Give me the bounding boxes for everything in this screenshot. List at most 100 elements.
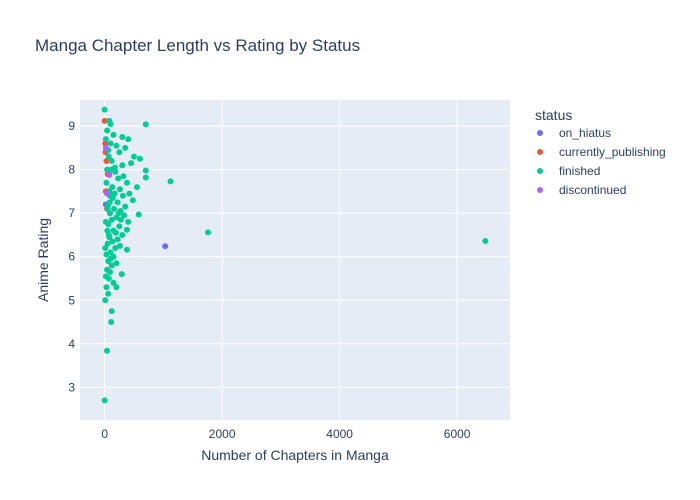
y-tick-label: 7 xyxy=(68,206,75,220)
data-point-finished xyxy=(102,136,109,143)
data-point-currently-publishing xyxy=(101,117,108,124)
data-point-discontinued xyxy=(102,144,109,151)
data-point-finished xyxy=(106,199,113,206)
data-point-finished xyxy=(112,245,119,252)
data-point-finished xyxy=(122,144,129,151)
data-point-finished xyxy=(111,190,118,197)
data-point-finished xyxy=(108,216,115,223)
data-point-finished xyxy=(123,226,130,233)
legend-item-currently-publishing[interactable]: currently_publishing xyxy=(537,145,666,159)
data-points xyxy=(101,106,489,404)
data-point-finished xyxy=(107,255,114,262)
data-point-finished xyxy=(103,251,110,258)
x-axis-title: Number of Chapters in Manga xyxy=(201,447,389,463)
legend-marker xyxy=(537,168,543,174)
y-tick-label: 5 xyxy=(68,293,75,307)
x-tick-label: 0 xyxy=(101,427,108,441)
data-point-finished xyxy=(142,174,149,181)
data-point-finished xyxy=(119,192,126,199)
data-point-finished xyxy=(123,246,130,253)
data-point-finished xyxy=(105,290,112,297)
data-point-finished xyxy=(116,149,123,156)
data-point-finished xyxy=(111,164,118,171)
chart-title: Manga Chapter Length vs Rating by Status xyxy=(35,36,360,55)
data-point-finished xyxy=(108,157,115,164)
y-tick-label: 9 xyxy=(68,119,75,133)
legend-item-discontinued[interactable]: discontinued xyxy=(537,183,626,197)
data-point-finished xyxy=(118,271,125,278)
data-point-finished xyxy=(108,262,115,269)
data-point-finished xyxy=(102,218,109,225)
data-point-finished xyxy=(103,179,110,186)
data-point-finished xyxy=(125,218,132,225)
data-point-finished xyxy=(107,120,114,127)
y-axis-title: Anime Rating xyxy=(35,218,51,302)
legend-title: status xyxy=(535,107,572,123)
data-point-finished xyxy=(123,179,130,186)
data-point-finished xyxy=(104,127,111,134)
y-tick-label: 4 xyxy=(68,337,75,351)
data-point-finished xyxy=(119,231,126,238)
legend-item-on-hiatus[interactable]: on_hiatus xyxy=(537,126,611,140)
legend-items: on_hiatus currently_publishing finished dis… xyxy=(537,126,666,197)
data-point-on-hiatus xyxy=(162,243,169,250)
x-tick-label: 6000 xyxy=(444,427,471,441)
legend-label: discontinued xyxy=(559,183,626,197)
data-point-discontinued xyxy=(104,190,111,197)
data-point-finished xyxy=(112,229,119,236)
data-point-finished xyxy=(102,245,109,252)
data-point-finished xyxy=(125,136,132,143)
data-point-finished xyxy=(121,212,128,219)
data-point-finished xyxy=(131,153,138,160)
data-point-finished xyxy=(113,284,120,291)
data-point-finished xyxy=(113,260,120,267)
data-point-finished xyxy=(104,205,111,212)
data-point-finished xyxy=(110,131,117,138)
data-point-finished xyxy=(114,199,121,206)
data-point-finished xyxy=(142,121,149,128)
data-point-finished xyxy=(108,319,115,326)
data-point-finished xyxy=(116,242,123,249)
data-point-finished xyxy=(122,203,129,210)
data-point-finished xyxy=(116,223,123,230)
data-point-finished xyxy=(104,347,111,354)
data-point-finished xyxy=(136,155,143,162)
data-point-finished xyxy=(126,190,133,197)
data-point-finished xyxy=(205,229,212,236)
legend-marker xyxy=(537,187,543,193)
legend-item-finished[interactable]: finished xyxy=(537,164,600,178)
legend-label: currently_publishing xyxy=(559,145,666,159)
plot-area xyxy=(80,100,510,420)
data-point-finished xyxy=(104,227,111,234)
data-point-finished xyxy=(117,216,124,223)
data-point-finished xyxy=(120,173,127,180)
data-point-finished xyxy=(129,197,136,204)
data-point-finished xyxy=(110,279,117,286)
data-point-finished xyxy=(482,238,489,245)
data-point-finished xyxy=(167,178,174,185)
data-point-finished xyxy=(105,153,112,160)
data-point-finished xyxy=(109,184,116,191)
y-tick-label: 8 xyxy=(68,163,75,177)
data-point-finished xyxy=(101,397,108,404)
y-tick-label: 6 xyxy=(68,250,75,264)
data-point-finished xyxy=(116,186,123,193)
data-point-finished xyxy=(115,210,122,217)
data-point-finished xyxy=(142,167,149,174)
data-point-finished xyxy=(119,162,126,169)
legend-label: on_hiatus xyxy=(559,126,611,140)
data-point-finished xyxy=(115,175,122,182)
data-point-finished xyxy=(107,140,114,147)
data-point-finished xyxy=(119,134,126,141)
data-point-finished xyxy=(109,238,116,245)
data-point-finished xyxy=(105,275,112,282)
legend-label: finished xyxy=(559,164,600,178)
y-axis-ticks: 3 4 5 6 7 8 9 xyxy=(68,119,75,394)
data-point-finished xyxy=(101,106,108,113)
y-tick-label: 3 xyxy=(68,380,75,394)
legend-marker xyxy=(537,149,543,155)
data-point-finished xyxy=(128,160,135,167)
data-point-finished xyxy=(111,205,118,212)
grid-lines xyxy=(80,100,510,420)
